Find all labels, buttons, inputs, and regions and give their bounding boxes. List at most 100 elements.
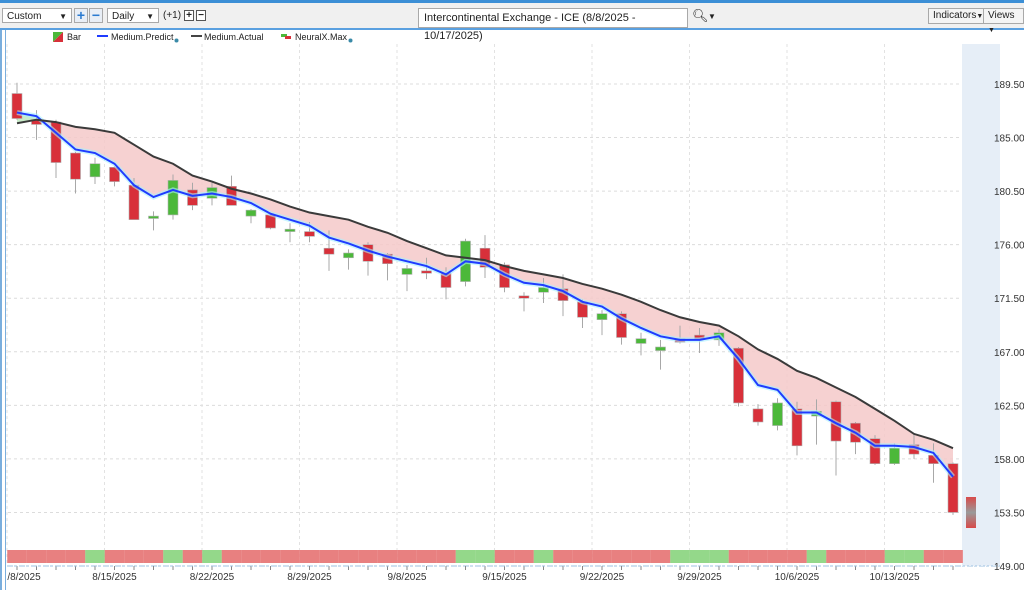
- candle-down: [128, 184, 140, 220]
- signal-down-cell: [553, 550, 573, 563]
- candle-up: [401, 268, 413, 275]
- search-dropdown-icon[interactable]: ▼: [708, 12, 716, 21]
- signal-down-cell: [826, 550, 846, 563]
- search-icon[interactable]: 🔍︎: [692, 8, 709, 23]
- signal-down-cell: [728, 550, 749, 563]
- signal-down-cell: [748, 550, 768, 563]
- range-select[interactable]: Custom ▼: [2, 8, 72, 23]
- signal-down-cell: [143, 550, 164, 563]
- candle-down: [733, 347, 744, 404]
- y-tick-label: 176.00: [994, 241, 1024, 252]
- indicators-button[interactable]: Indicators▼: [928, 8, 989, 24]
- predict-line-icon: [97, 35, 108, 37]
- signal-down-cell: [7, 550, 27, 563]
- signal-down-cell: [592, 550, 612, 563]
- x-tick-label: /8/2025: [7, 572, 41, 583]
- candle-up: [772, 402, 783, 426]
- plus-icon: +: [186, 10, 192, 21]
- signal-down-cell: [46, 550, 66, 563]
- signal-down-cell: [436, 550, 456, 563]
- signal-down-cell: [65, 550, 86, 563]
- x-tick-label: 9/15/2025: [482, 572, 527, 583]
- signal-down-cell: [845, 550, 866, 563]
- signal-down-cell: [358, 550, 378, 563]
- legend-neuralx-max[interactable]: NeuralX.Max: [295, 32, 348, 42]
- y-tick-label: 180.50: [994, 187, 1024, 198]
- band-fill: [134, 144, 154, 198]
- y-tick-label: 158.00: [994, 455, 1024, 466]
- candle-up: [596, 313, 608, 320]
- candle-up: [284, 228, 296, 232]
- signal-up-cell: [163, 550, 183, 563]
- band-fill: [543, 274, 563, 292]
- period-select[interactable]: Daily ▼: [107, 8, 159, 23]
- band-fill: [75, 126, 95, 154]
- signal-down-cell: [572, 550, 593, 563]
- views-button[interactable]: Views ▼: [983, 8, 1024, 34]
- y-tick-label: 167.00: [994, 348, 1024, 359]
- offset-decrease-button[interactable]: −: [196, 10, 206, 21]
- offset-increase-button[interactable]: +: [184, 10, 194, 21]
- settings-dot-icon[interactable]: [348, 38, 353, 43]
- signal-up-cell: [202, 550, 222, 563]
- candle-up: [889, 447, 900, 464]
- candle-down: [518, 295, 530, 299]
- band-fill: [660, 310, 680, 340]
- band-fill: [309, 212, 329, 238]
- minus-icon: −: [198, 10, 204, 21]
- candle-up: [89, 163, 101, 178]
- signal-down-cell: [221, 550, 242, 563]
- settings-dot-icon[interactable]: [174, 38, 179, 43]
- signal-down-cell: [611, 550, 632, 563]
- y-tick-label: 185.00: [994, 134, 1024, 145]
- band-fill: [114, 132, 134, 186]
- legend-bar[interactable]: Bar: [67, 32, 82, 42]
- neuralx-max-icon: [281, 34, 291, 39]
- medium-predict-line: [16, 111, 954, 478]
- zoom-in-button[interactable]: +: [74, 8, 88, 23]
- signal-down-cell: [299, 550, 320, 563]
- signal-down-cell: [943, 550, 963, 563]
- chart-legend: Bar Medium.Predict Medium.Actual NeuralX…: [0, 30, 1024, 44]
- views-label: Views: [988, 10, 1015, 21]
- future-zone: [962, 44, 1000, 566]
- y-tick-label: 153.50: [994, 508, 1024, 519]
- band-fill: [758, 349, 778, 390]
- candle-down: [947, 463, 959, 513]
- band-fill: [680, 317, 700, 340]
- signal-up-cell: [533, 550, 554, 563]
- signal-up-cell: [455, 550, 476, 563]
- y-tick-label: 149.00: [994, 562, 1024, 573]
- signal-up-cell: [670, 550, 690, 563]
- candle-up: [167, 180, 179, 216]
- bar-legend-icon: [53, 32, 63, 42]
- signal-down-cell: [260, 550, 281, 563]
- legend-medium-predict[interactable]: Medium.Predict: [111, 32, 174, 42]
- signal-down-cell: [182, 550, 203, 563]
- indicators-label: Indicators: [933, 10, 977, 21]
- candle-up: [343, 252, 354, 259]
- chart-toolbar: Custom ▼ + − Daily ▼ (+1) + − Intercontine…: [0, 3, 1024, 42]
- period-select-value: Daily: [112, 11, 135, 22]
- candle-up: [245, 209, 257, 217]
- signal-down-cell: [865, 550, 885, 563]
- signal-down-cell: [26, 550, 47, 563]
- signal-down-cell: [787, 550, 807, 563]
- signal-down-cell: [377, 550, 398, 563]
- signal-down-cell: [280, 550, 300, 563]
- zoom-out-button[interactable]: −: [89, 8, 103, 23]
- signal-up-cell: [904, 550, 924, 563]
- signal-up-cell: [884, 550, 905, 563]
- signal-down-cell: [631, 550, 651, 563]
- band-fill: [894, 420, 914, 447]
- symbol-title-input[interactable]: Intercontinental Exchange - ICE (8/8/202…: [418, 8, 688, 42]
- signal-up-cell: [85, 550, 105, 563]
- window-top-border: [0, 0, 1024, 3]
- candle-down: [479, 247, 491, 268]
- candle-up: [635, 338, 647, 344]
- x-tick-label: 10/13/2025: [869, 572, 919, 583]
- last-price-marker: [966, 497, 976, 528]
- legend-medium-actual[interactable]: Medium.Actual: [204, 32, 264, 42]
- medium-actual-line: [16, 118, 954, 450]
